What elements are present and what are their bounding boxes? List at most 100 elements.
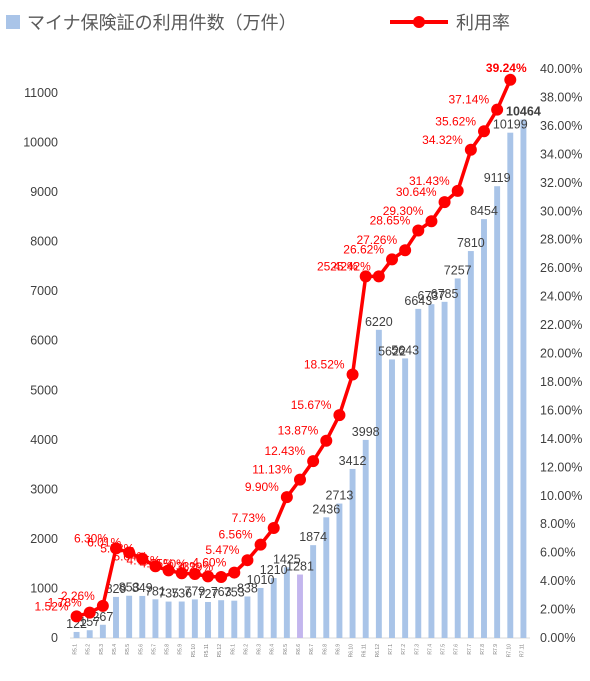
x-tick-label: R5.2 — [86, 644, 92, 655]
bar-value-label: 3412 — [339, 454, 367, 468]
x-tick-label: R6.2 — [243, 644, 249, 655]
rate-marker — [504, 73, 517, 86]
x-tick-label: R6.3 — [257, 644, 263, 655]
bar-value-label: 6643 — [404, 294, 432, 308]
bar — [244, 596, 251, 638]
bar — [323, 517, 330, 638]
x-tick-label: R7.9 — [493, 644, 499, 655]
rate-marker — [83, 606, 96, 619]
rate-marker — [372, 270, 385, 283]
bar — [349, 468, 356, 638]
legend: マイナ保険証の利用件数（万件） 利用率 — [6, 13, 510, 34]
y-left-tick-label: 10000 — [23, 136, 58, 150]
bar — [336, 503, 343, 638]
rate-value-label: 11.13% — [252, 463, 292, 477]
y-right-tick-label: 38.00% — [540, 90, 582, 104]
bar-value-label: 763 — [211, 585, 232, 599]
bar — [99, 624, 106, 638]
rate-marker — [202, 570, 214, 583]
bar-value-label: 1210 — [260, 563, 288, 577]
x-tick-label: R7.6 — [454, 644, 460, 655]
bar-value-label: 10199 — [493, 118, 528, 132]
x-tick-label: R7.7 — [467, 644, 473, 655]
bar-value-label: 3998 — [352, 425, 380, 439]
bar — [481, 219, 487, 638]
rate-marker — [451, 184, 464, 197]
x-tick-label: R6.10 — [349, 644, 355, 658]
rate-value-label: 25.42% — [317, 259, 358, 273]
bar-value-label: 9119 — [484, 171, 511, 185]
rate-value-label: 9.90% — [245, 480, 279, 494]
rate-value-label: 6.01% — [87, 536, 121, 550]
rate-value-label: 4.75% — [127, 553, 161, 567]
bar — [270, 578, 277, 638]
bar-value-label: 7257 — [444, 263, 472, 277]
rate-marker — [280, 491, 293, 504]
bar — [73, 631, 80, 638]
x-tick-label: R6.8 — [322, 644, 328, 655]
x-tick-label: R7.3 — [414, 644, 420, 655]
x-tick-label: R6.5 — [283, 644, 289, 655]
rate-value-label: 6.30% — [74, 531, 108, 545]
rate-marker — [162, 564, 175, 577]
bar — [375, 329, 382, 638]
rate-value-label: 28.65% — [370, 213, 411, 227]
rate-value-label: 39.24% — [486, 61, 527, 75]
bar-value-label: 2713 — [326, 489, 354, 503]
y-left-tick-label: 6000 — [30, 334, 58, 348]
y-right-tick-label: 8.00% — [540, 517, 575, 531]
y-right-tick-label: 22.00% — [540, 318, 582, 332]
y-right-tick-label: 30.00% — [540, 204, 582, 218]
rate-marker — [307, 455, 320, 468]
rate-marker — [320, 434, 333, 447]
rate-value-label: 1.52% — [35, 599, 69, 613]
x-tick-label: R5.1 — [73, 644, 79, 655]
y-left-tick-label: 4000 — [30, 433, 58, 447]
x-axis: R5.1 R5.2 R5.3 R5.4 R5.5 R5.6 R5.7 R5.8 R5.9 R5.1… — [70, 637, 530, 658]
bar-value-label: 1874 — [299, 530, 327, 544]
x-tick-label: R6.11 — [362, 644, 368, 657]
bar — [520, 119, 527, 638]
y-left-tick-label: 11000 — [24, 86, 58, 100]
rate-marker — [425, 215, 438, 228]
x-tick-label: R5.11 — [204, 644, 210, 657]
x-tick-label: R7.10 — [506, 644, 512, 658]
bar-value-label: 735 — [158, 587, 179, 601]
bar-value-label: 1425 — [273, 552, 301, 566]
bar — [218, 600, 225, 638]
bar-value-label: 5622 — [378, 344, 406, 358]
x-tick-label: R7.8 — [480, 644, 486, 655]
rate-marker — [491, 103, 504, 116]
rate-value-label: 31.43% — [409, 174, 450, 188]
rate-value-label: 27.26% — [356, 233, 397, 247]
x-tick-label: R7.5 — [441, 644, 447, 655]
rate-marker — [228, 566, 241, 579]
rate-marker — [241, 554, 254, 567]
rate-value-label: 4.55% — [140, 556, 174, 570]
y-right-tick-label: 18.00% — [540, 375, 582, 389]
y-right-tick-label: 12.00% — [540, 460, 582, 474]
rate-value-label: 5.04% — [113, 549, 147, 563]
bar-value-label: 753 — [224, 586, 245, 600]
x-tick-label: R5.10 — [191, 644, 197, 658]
bar-value-label: 6220 — [365, 315, 393, 329]
bar-value-label: 157 — [79, 615, 100, 629]
y-left-tick-label: 3000 — [30, 482, 58, 496]
rate-marker — [478, 125, 490, 138]
rate-value-label: 26.62% — [343, 242, 384, 256]
rate-marker — [110, 542, 122, 555]
bar — [86, 630, 93, 638]
bar — [362, 439, 369, 638]
y-right-tick-label: 0.00% — [540, 631, 575, 645]
x-tick-label: R5.9 — [178, 644, 184, 655]
bar — [494, 186, 501, 638]
rate-value-label: 4.33% — [166, 559, 200, 573]
bar — [467, 251, 474, 639]
rate-value-label: 29.30% — [383, 204, 424, 218]
bar-value-label: 267 — [92, 610, 113, 624]
x-tick-label: R6.7 — [309, 644, 315, 655]
y-right-tick-label: 26.00% — [540, 261, 582, 275]
bar — [454, 278, 461, 638]
